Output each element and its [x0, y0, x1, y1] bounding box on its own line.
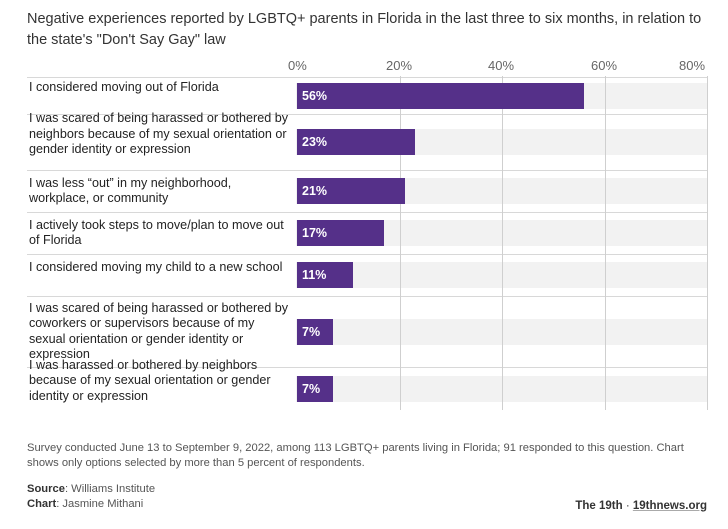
data-bar[interactable] [297, 262, 354, 288]
row-separator [27, 367, 707, 368]
row-separator [27, 212, 707, 213]
x-tick-label: 40% [488, 58, 515, 73]
row-separator [27, 114, 707, 115]
bar-value-label: 21% [302, 184, 328, 198]
chart-credit-label: Chart [27, 498, 57, 510]
data-bar[interactable] [297, 220, 385, 246]
row-separator [27, 296, 707, 297]
category-label: I was scared of being harassed or bother… [29, 300, 289, 362]
row-separator [27, 77, 707, 78]
x-tick-label: 60% [591, 58, 618, 73]
category-label: I considered moving out of Florida [29, 80, 219, 94]
category-label: I considered moving my child to a new sc… [29, 259, 283, 274]
category-label: I was harassed or bothered by neighbors … [29, 357, 271, 403]
source-credit: Source: Williams Institute [27, 483, 155, 495]
bar-value-label: 56% [302, 88, 328, 103]
row-separator [27, 254, 707, 255]
gridline [400, 76, 401, 410]
brand-name: The 19th [575, 500, 623, 512]
data-bar[interactable] [297, 178, 405, 204]
row-band [296, 318, 707, 345]
category-label: I was scared of being harassed or bother… [29, 111, 289, 156]
chart-credit-value: : Jasmine Mithani [56, 498, 144, 510]
bar-value-label: 17% [302, 226, 328, 240]
data-bar[interactable] [297, 375, 333, 402]
bar-value-label: 11% [302, 268, 327, 282]
source-label: Source [27, 483, 65, 495]
category-label: I actively took steps to move/plan to mo… [29, 217, 284, 248]
row-separator [27, 170, 707, 171]
row-band [296, 375, 707, 402]
bar-value-label: 7% [302, 381, 321, 396]
x-tick-label: 0% [288, 58, 307, 73]
x-tick-label: 80% [679, 58, 706, 73]
chart-credit: Chart: Jasmine Mithani [27, 498, 143, 510]
source-value: : Williams Institute [64, 483, 156, 495]
gridline [707, 76, 708, 410]
bar-value-label: 7% [302, 324, 321, 339]
bar-chart: 0% 20% 40% 60% 80% I considered moving out of… [27, 58, 708, 410]
chart-title: Negative experiences reported by LGBTQ+ … [27, 11, 702, 48]
x-tick-label: 20% [386, 58, 413, 73]
data-bar[interactable] [297, 82, 584, 109]
chart-note: Survey conducted June 13 to September 9,… [27, 442, 684, 469]
publisher-brand: The 19th · 19thnews.org [575, 500, 707, 512]
brand-separator: · [622, 500, 633, 512]
gridline [605, 76, 606, 410]
category-label: I was less “out” in my neighborhood, wor… [29, 175, 232, 206]
row-band [296, 262, 707, 288]
gridline [502, 76, 503, 410]
brand-link[interactable]: 19thnews.org [632, 500, 707, 512]
data-bar[interactable] [297, 318, 333, 345]
data-bar[interactable] [297, 129, 415, 155]
bar-value-label: 23% [302, 135, 328, 149]
